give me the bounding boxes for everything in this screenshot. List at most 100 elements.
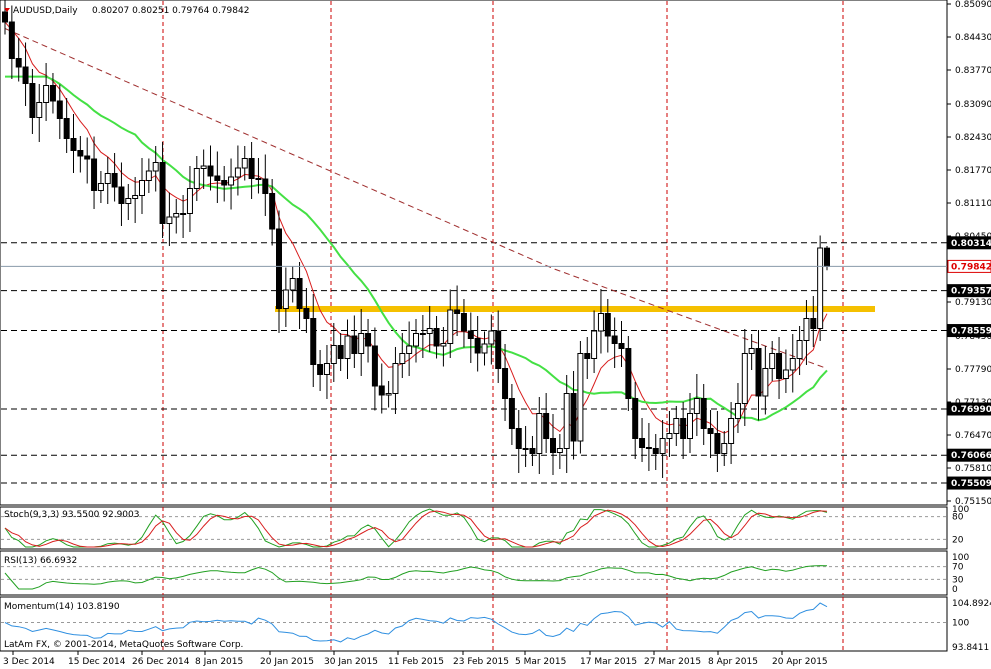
price-tick-label: 0.82430 <box>955 133 991 143</box>
candle-body <box>714 433 721 454</box>
time-axis[interactable]: 3 Dec 2014 15 Dec 2014 26 Dec 2014 8 Jan 20… <box>3 651 828 667</box>
candle-body <box>639 438 646 448</box>
candle-body <box>152 162 159 172</box>
price-axis[interactable]: 0.85090 0.84430 0.83770 0.83090 0.82430 0.817… <box>947 0 991 507</box>
candle-body <box>399 353 406 364</box>
candle-body <box>385 393 392 396</box>
candle-body <box>693 398 700 414</box>
rsi-panel[interactable] <box>0 550 948 596</box>
candle-body <box>310 318 317 365</box>
momentum-tick-label: 104.8924 <box>952 599 991 609</box>
level-tag <box>947 448 991 462</box>
symbol-label: AUDUSD,Daily <box>13 6 78 16</box>
time-label: 27 Mar 2015 <box>644 657 701 667</box>
candle-body <box>529 448 536 454</box>
candle-body <box>214 175 221 181</box>
candle-body <box>166 216 173 224</box>
level-tag <box>947 476 991 490</box>
candle-body <box>132 195 139 199</box>
candle-body <box>77 150 84 157</box>
candle-body <box>70 138 77 151</box>
candle-body <box>460 313 467 332</box>
candle-body <box>433 328 440 347</box>
dashed-moving-average <box>4 28 828 369</box>
momentum-panel[interactable] <box>0 596 948 652</box>
candle-body <box>591 330 598 359</box>
candle-body <box>824 247 830 267</box>
candle-body <box>597 313 604 332</box>
candle-body <box>104 173 111 184</box>
candle-body <box>97 183 104 191</box>
candle-body <box>467 330 474 339</box>
time-label: 8 Jan 2015 <box>195 657 243 667</box>
candle-body <box>789 358 796 371</box>
candle-body <box>145 170 152 181</box>
candle-body <box>502 368 509 399</box>
candle-body <box>15 58 22 68</box>
candle-body <box>652 448 659 454</box>
candle-body <box>248 158 255 179</box>
candle-body <box>632 398 639 439</box>
candle-body <box>440 343 447 347</box>
time-label: 30 Jan 2015 <box>324 657 378 667</box>
candle-body <box>371 345 378 387</box>
stoch-tick-label: 80 <box>952 513 964 523</box>
candle-body <box>303 308 310 319</box>
candle-body <box>200 165 207 169</box>
time-label: 17 Mar 2015 <box>580 657 637 667</box>
candle-body <box>262 178 269 194</box>
candle-body <box>406 345 413 354</box>
candle-body <box>207 165 214 177</box>
momentum-label: Momentum(14) 103.8190 <box>4 602 120 612</box>
stoch-main-line <box>4 508 828 548</box>
candle-body <box>625 348 632 399</box>
level-tag-label: 0.80314 <box>951 239 991 249</box>
candle-body <box>43 85 50 103</box>
candle-body <box>803 318 810 341</box>
candle-body <box>193 168 200 189</box>
stoch-panel[interactable] <box>0 506 948 550</box>
candle-body <box>563 393 570 449</box>
copyright-text: LatAm FX, © 2001-2014, MetaQuotes Softwa… <box>4 640 243 650</box>
candle-body <box>741 353 748 404</box>
candle-body <box>488 330 495 345</box>
price-panel[interactable] <box>0 0 948 506</box>
candle-body <box>282 289 289 309</box>
candle-body <box>577 353 584 442</box>
candle-body <box>111 173 118 188</box>
price-tick-label: 0.76470 <box>955 431 991 441</box>
time-label: 15 Dec 2014 <box>68 657 126 667</box>
candle-body <box>358 333 365 354</box>
rsi-tick-label: 0 <box>952 585 958 595</box>
candle-body <box>728 418 735 444</box>
candle-body <box>604 313 611 337</box>
candle-body <box>180 213 187 215</box>
rsi-tick-label: 70 <box>952 563 964 573</box>
candle-body <box>84 155 91 160</box>
candle-body <box>508 398 515 429</box>
candle-body <box>221 180 228 186</box>
symbol-menu-icon[interactable] <box>4 8 10 12</box>
candle-body <box>118 186 125 204</box>
candle-body <box>550 438 556 453</box>
candle-body <box>611 335 618 344</box>
candle-body <box>584 353 591 359</box>
level-tag <box>947 236 991 250</box>
candle-body <box>2 11 8 23</box>
candle-body <box>426 328 433 334</box>
horizontal-levels <box>1 242 947 484</box>
candle-body <box>173 213 180 218</box>
candle-body <box>317 364 324 375</box>
candle-body <box>782 369 789 379</box>
candlesticks[interactable] <box>2 0 830 478</box>
rsi-line <box>4 565 828 590</box>
candle-body <box>276 228 282 309</box>
candle-body <box>91 158 98 191</box>
level-tag <box>947 259 991 273</box>
candle-body <box>419 333 426 335</box>
candle-body <box>481 343 488 354</box>
candle-body <box>618 343 625 349</box>
stoch-tick-label: 100 <box>952 505 969 515</box>
candle-body <box>721 443 728 454</box>
